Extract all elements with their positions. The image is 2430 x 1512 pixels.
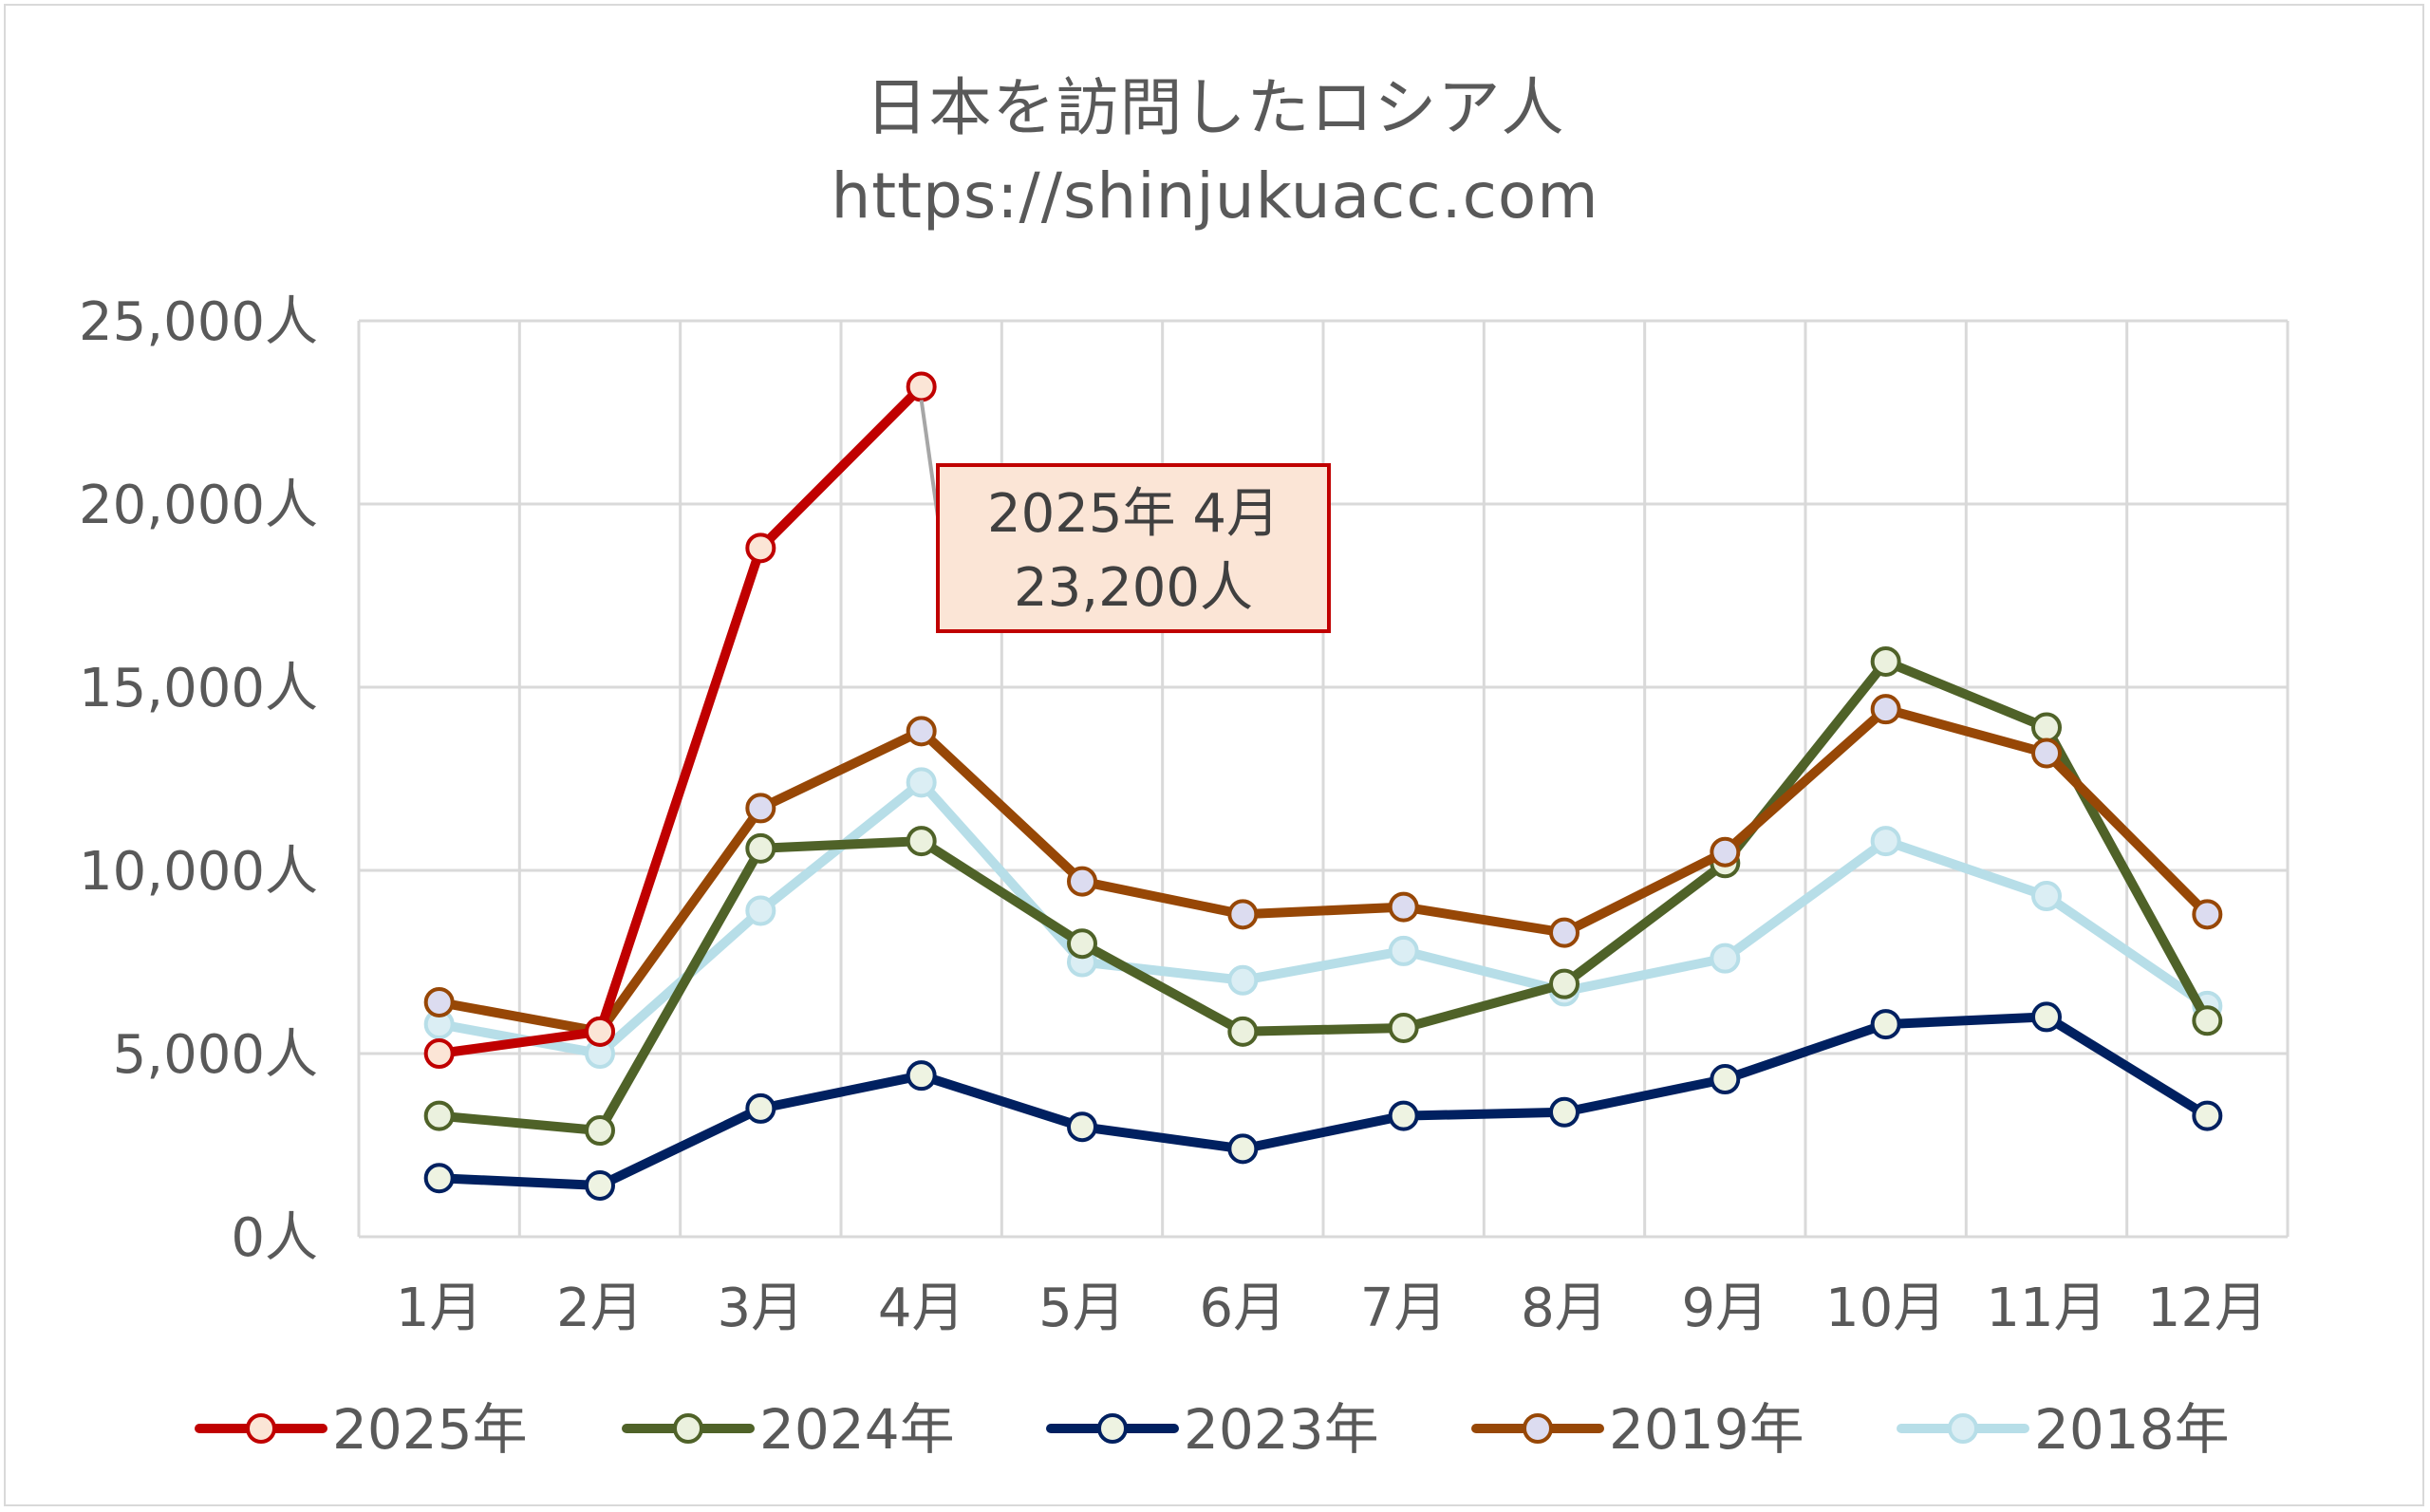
data-point [1227,1016,1259,1047]
x-tick-label: 4月 [878,1278,965,1339]
data-point [906,371,937,402]
legend-item: 2024年 [622,1397,955,1462]
x-tick-label: 12月 [2147,1278,2268,1339]
data-point [1388,935,1419,966]
legend-label: 2024年 [759,1397,955,1462]
data-point [745,793,776,824]
legend-marker [1523,1413,1553,1444]
data-point [1870,1009,1901,1040]
data-point [906,826,937,857]
data-point [1388,1012,1419,1043]
data-point [585,1016,615,1047]
legend-marker [1097,1413,1128,1444]
grid-lines [357,319,2290,1239]
y-tick-label: 0人 [231,1207,318,1269]
data-point [2031,712,2062,743]
chart-subtitle: https://shinjukuacc.com [831,159,1599,233]
data-point [1227,1133,1259,1165]
x-tick-label: 6月 [1200,1278,1287,1339]
data-point [423,1163,455,1194]
data-point [2192,1005,2223,1036]
series-2018年 [423,767,2223,1069]
x-tick-label: 7月 [1360,1278,1448,1339]
chart-title: 日本を訪問したロシア人 [865,71,1565,144]
data-point [1710,1064,1741,1095]
series-line [434,382,926,1058]
series-line [434,657,2213,1136]
legend-item: 2018年 [1897,1397,2230,1462]
data-point [1870,645,1901,677]
data-point [423,1100,455,1131]
x-tick-label: 10月 [1825,1278,1946,1339]
data-point [1710,836,1741,868]
y-tick-label: 20,000人 [79,475,318,536]
data-point [423,1038,455,1069]
x-tick-label: 5月 [1038,1278,1126,1339]
legend-item: 2025年 [195,1397,528,1462]
data-point [745,1092,776,1124]
data-point [1388,891,1419,923]
data-point [1388,1100,1419,1131]
data-point [1067,1111,1097,1143]
series-line [434,777,2213,1058]
callout-box [936,463,1331,633]
y-tick-label: 5,000人 [113,1024,318,1086]
data-point [585,1169,615,1201]
data-point [1067,866,1097,897]
legend-label: 2019年 [1609,1397,1804,1462]
data-point [1227,899,1259,930]
legend-item: 2019年 [1471,1397,1804,1462]
legend-label: 2018年 [2034,1397,2230,1462]
data-point [2031,737,2062,769]
y-tick-label: 15,000人 [79,658,318,719]
legend-label: 2023年 [1184,1397,1379,1462]
series-2019年 [423,694,2223,1047]
data-point [1870,694,1901,725]
series-line [434,704,2213,1036]
callout-line2: 23,200人 [1014,557,1253,619]
data-point [745,532,776,564]
legend-marker [673,1413,703,1444]
legend-marker [246,1413,276,1444]
data-point [1067,928,1097,960]
legend-label: 2025年 [332,1397,528,1462]
x-tick-label: 1月 [396,1278,483,1339]
data-point [2031,881,2062,912]
data-point [2031,1001,2062,1033]
data-point [423,986,455,1017]
x-tick-label: 9月 [1682,1278,1769,1339]
data-point [1549,968,1580,999]
legend: 2025年 2024年 2023年 2019年 2018年 [195,1397,2230,1462]
data-point [1549,917,1580,948]
x-tick-label: 2月 [556,1278,644,1339]
y-tick-label: 10,000人 [79,841,318,903]
data-point [2192,899,2223,930]
legend-item: 2023年 [1046,1397,1379,1462]
series-2024年 [423,645,2223,1147]
series-2023年 [423,1001,2223,1201]
y-tick-label: 25,000人 [79,291,318,353]
series-line [434,1012,2213,1190]
data-point [906,767,937,798]
x-tick-label: 8月 [1521,1278,1608,1339]
callout-line1: 2025年 4月 [987,483,1280,545]
x-tick-label: 3月 [718,1278,805,1339]
data-point [906,716,937,747]
annotation-callout: 2025年 4月 23,200人 [919,400,1331,633]
legend-marker [1948,1413,1978,1444]
chart-frame [4,4,2424,1506]
series-2025年 [423,371,937,1069]
data-point [1710,943,1741,974]
data-point [745,832,776,864]
data-point [1227,964,1259,996]
data-point [585,1115,615,1147]
data-point [906,1060,937,1092]
data-point [1549,1096,1580,1128]
x-tick-label: 11月 [1986,1278,2106,1339]
data-point [1870,826,1901,857]
data-point [745,895,776,926]
data-point [2192,1100,2223,1131]
